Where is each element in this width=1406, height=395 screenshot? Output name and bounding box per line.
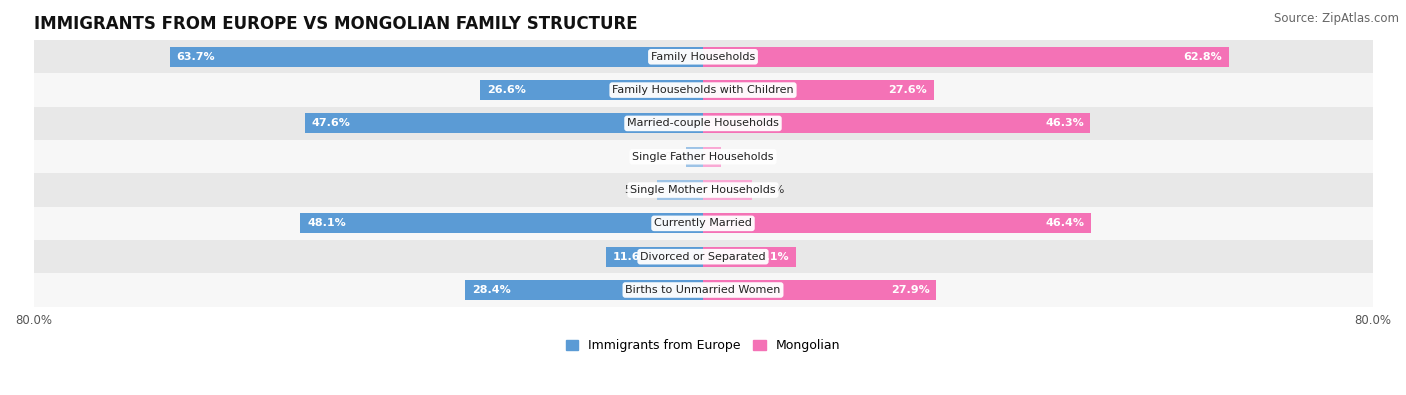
Bar	[465, 280, 703, 300]
Bar	[657, 180, 703, 200]
Bar	[301, 213, 703, 233]
Text: IMMIGRANTS FROM EUROPE VS MONGOLIAN FAMILY STRUCTURE: IMMIGRANTS FROM EUROPE VS MONGOLIAN FAMI…	[34, 15, 637, 33]
Bar	[34, 140, 1372, 173]
Bar	[34, 107, 1372, 140]
Bar	[606, 247, 703, 267]
Text: 11.6%: 11.6%	[613, 252, 651, 262]
Text: 46.4%: 46.4%	[1046, 218, 1084, 228]
Text: 46.3%: 46.3%	[1045, 118, 1084, 128]
Text: 47.6%: 47.6%	[311, 118, 350, 128]
Text: 62.8%: 62.8%	[1182, 52, 1222, 62]
Bar	[686, 147, 703, 167]
Bar	[34, 173, 1372, 207]
Text: 2.0%: 2.0%	[654, 152, 682, 162]
Text: 27.6%: 27.6%	[889, 85, 928, 95]
Text: Currently Married: Currently Married	[654, 218, 752, 228]
Bar	[481, 80, 703, 100]
Text: Source: ZipAtlas.com: Source: ZipAtlas.com	[1274, 12, 1399, 25]
Text: 28.4%: 28.4%	[472, 285, 510, 295]
Text: Births to Unmarried Women: Births to Unmarried Women	[626, 285, 780, 295]
Text: 63.7%: 63.7%	[177, 52, 215, 62]
Text: 2.1%: 2.1%	[724, 152, 754, 162]
Text: 11.1%: 11.1%	[751, 252, 789, 262]
Bar	[34, 273, 1372, 307]
Text: Single Mother Households: Single Mother Households	[630, 185, 776, 195]
Legend: Immigrants from Europe, Mongolian: Immigrants from Europe, Mongolian	[561, 334, 845, 357]
Text: 5.5%: 5.5%	[624, 185, 652, 195]
Text: Family Households with Children: Family Households with Children	[612, 85, 794, 95]
Bar	[703, 80, 934, 100]
Bar	[703, 147, 720, 167]
Text: 5.8%: 5.8%	[755, 185, 785, 195]
Text: Married-couple Households: Married-couple Households	[627, 118, 779, 128]
Text: 26.6%: 26.6%	[486, 85, 526, 95]
Bar	[34, 73, 1372, 107]
Text: Family Households: Family Households	[651, 52, 755, 62]
Text: Single Father Households: Single Father Households	[633, 152, 773, 162]
Bar	[703, 180, 752, 200]
Bar	[34, 207, 1372, 240]
Bar	[703, 213, 1091, 233]
Bar	[34, 40, 1372, 73]
Text: Divorced or Separated: Divorced or Separated	[640, 252, 766, 262]
Text: 48.1%: 48.1%	[307, 218, 346, 228]
Text: 27.9%: 27.9%	[891, 285, 929, 295]
Bar	[170, 47, 703, 67]
Bar	[703, 47, 1229, 67]
Bar	[305, 113, 703, 134]
Bar	[703, 113, 1091, 134]
Bar	[34, 240, 1372, 273]
Bar	[703, 247, 796, 267]
Bar	[703, 280, 936, 300]
